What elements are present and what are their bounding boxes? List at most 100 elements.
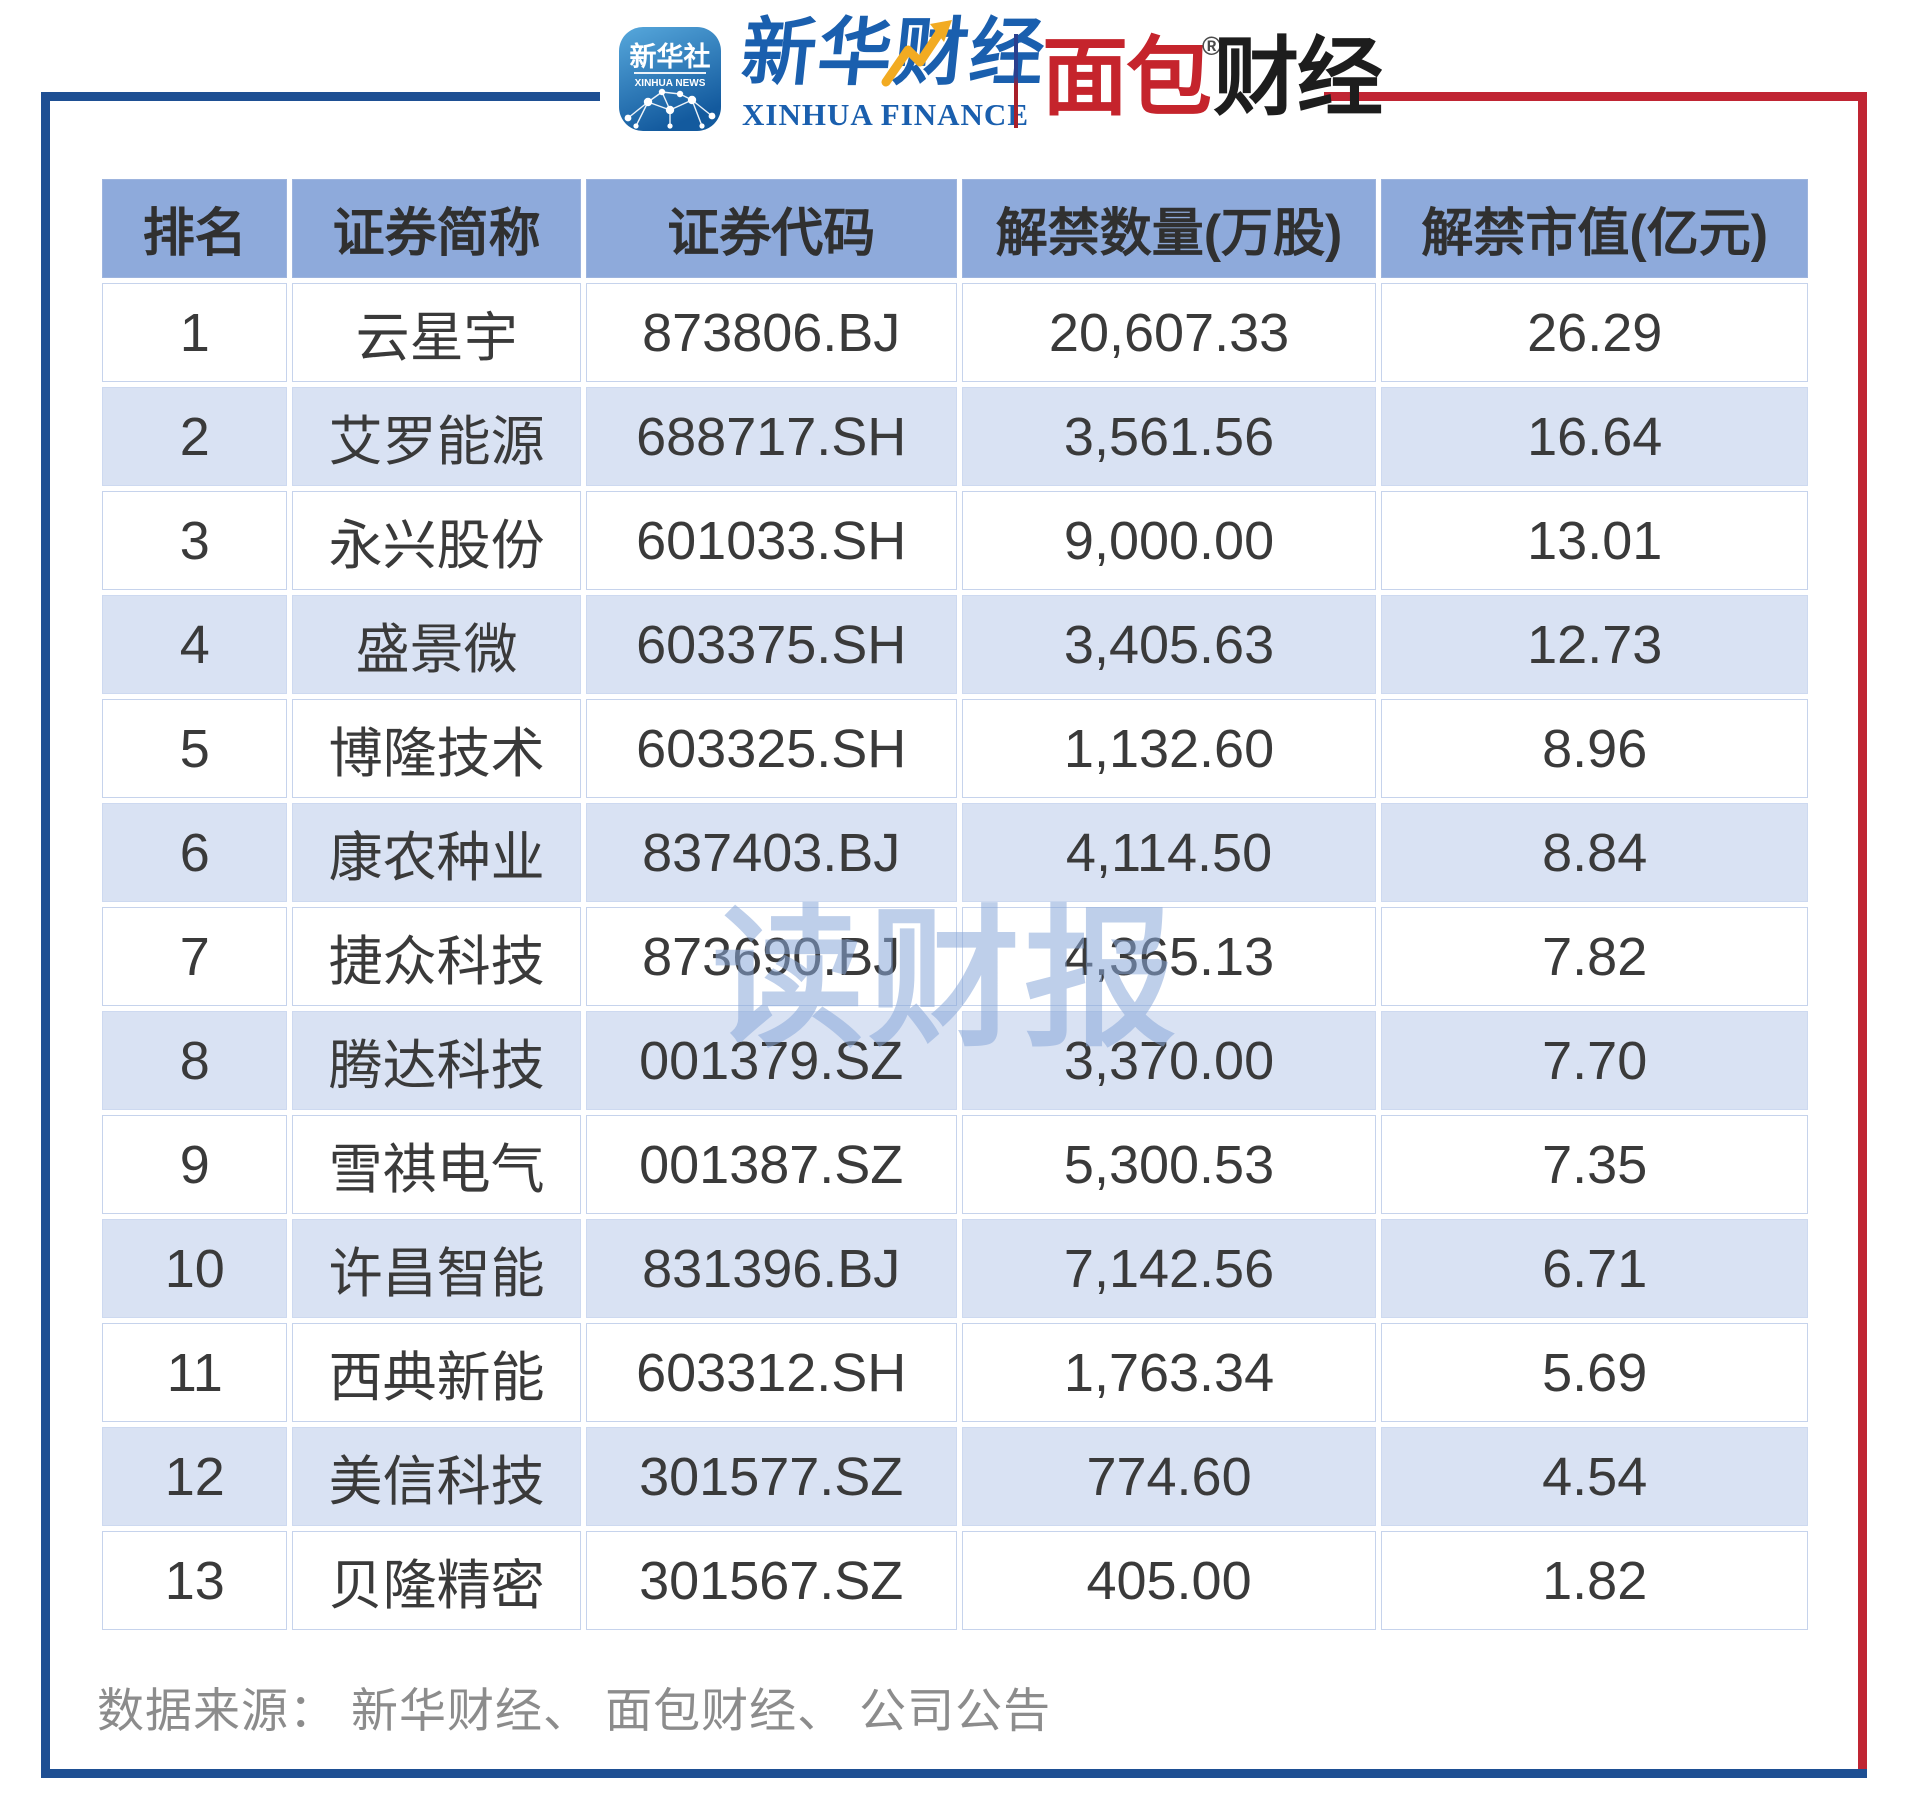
cell-code: 873690.BJ <box>585 907 957 1006</box>
cell-name: 贝隆精密 <box>292 1531 581 1630</box>
cell-rank: 4 <box>102 595 288 694</box>
cell-code: 688717.SH <box>585 387 957 486</box>
unlock-ranking-table: 排名 证券简称 证券代码 解禁数量(万股) 解禁市值(亿元) 1 云星宇 873806.BJ… <box>97 174 1813 1635</box>
cell-rank: 10 <box>102 1219 288 1318</box>
table-row: 3 永兴股份 601033.SH 9,000.00 13.01 <box>102 491 1808 590</box>
table-row: 4 盛景微 603375.SH 3,405.63 12.73 <box>102 595 1808 694</box>
cell-code: 603312.SH <box>585 1323 957 1422</box>
table-row: 2 艾罗能源 688717.SH 3,561.56 16.64 <box>102 387 1808 486</box>
cell-value: 6.71 <box>1381 1219 1808 1318</box>
table-row: 1 云星宇 873806.BJ 20,607.33 26.29 <box>102 283 1808 382</box>
column-header-3: 解禁数量(万股) <box>961 179 1377 278</box>
frame-right-border <box>1858 92 1867 1778</box>
cell-qty: 3,405.63 <box>961 595 1377 694</box>
column-header-4: 解禁市值(亿元) <box>1381 179 1808 278</box>
cell-qty: 1,763.34 <box>961 1323 1377 1422</box>
cell-qty: 4,114.50 <box>961 803 1377 902</box>
svg-text:新华社: 新华社 <box>630 41 711 72</box>
cell-code: 837403.BJ <box>585 803 957 902</box>
cell-name: 云星宇 <box>292 283 581 382</box>
cell-code: 873806.BJ <box>585 283 957 382</box>
table-row: 7 捷众科技 873690.BJ 4,365.13 7.82 <box>102 907 1808 1006</box>
cell-name: 永兴股份 <box>292 491 581 590</box>
logo-divider <box>1014 34 1018 128</box>
table-row: 6 康农种业 837403.BJ 4,114.50 8.84 <box>102 803 1808 902</box>
cell-name: 雪祺电气 <box>292 1115 581 1214</box>
cell-name: 腾达科技 <box>292 1011 581 1110</box>
table-row: 13 贝隆精密 301567.SZ 405.00 1.82 <box>102 1531 1808 1630</box>
cell-value: 1.82 <box>1381 1531 1808 1630</box>
cell-value: 5.69 <box>1381 1323 1808 1422</box>
cell-code: 603375.SH <box>585 595 957 694</box>
cell-name: 美信科技 <box>292 1427 581 1526</box>
cell-name: 艾罗能源 <box>292 387 581 486</box>
cell-qty: 3,370.00 <box>961 1011 1377 1110</box>
column-header-2: 证券代码 <box>585 179 957 278</box>
cell-qty: 1,132.60 <box>961 699 1377 798</box>
cell-code: 601033.SH <box>585 491 957 590</box>
cell-qty: 20,607.33 <box>961 283 1377 382</box>
cell-rank: 7 <box>102 907 288 1006</box>
cell-name: 许昌智能 <box>292 1219 581 1318</box>
column-header-0: 排名 <box>102 179 288 278</box>
unlock-ranking-table-wrap: 排名 证券简称 证券代码 解禁数量(万股) 解禁市值(亿元) 1 云星宇 873806.BJ… <box>97 174 1813 1635</box>
cell-name: 盛景微 <box>292 595 581 694</box>
data-source-note: 数据来源： 新华财经、 面包财经、 公司公告 <box>97 1684 1052 1737</box>
table-row: 5 博隆技术 603325.SH 1,132.60 8.96 <box>102 699 1808 798</box>
column-header-1: 证券简称 <box>292 179 581 278</box>
cell-value: 7.70 <box>1381 1011 1808 1110</box>
cell-value: 16.64 <box>1381 387 1808 486</box>
cell-value: 8.96 <box>1381 699 1808 798</box>
registered-trademark-icon: ® <box>1202 31 1221 61</box>
cell-rank: 11 <box>102 1323 288 1422</box>
table-row: 10 许昌智能 831396.BJ 7,142.56 6.71 <box>102 1219 1808 1318</box>
cell-value: 8.84 <box>1381 803 1808 902</box>
frame-left-border <box>41 92 50 1778</box>
frame-bottom-border <box>41 1769 1867 1778</box>
cell-rank: 2 <box>102 387 288 486</box>
xinhua-news-icon-graphic: 新华社 XINHUA NEWS <box>619 27 721 131</box>
cell-rank: 5 <box>102 699 288 798</box>
cell-code: 001387.SZ <box>585 1115 957 1214</box>
svg-text:XINHUA NEWS: XINHUA NEWS <box>635 78 706 89</box>
cell-value: 13.01 <box>1381 491 1808 590</box>
cell-rank: 12 <box>102 1427 288 1526</box>
cell-rank: 1 <box>102 283 288 382</box>
table-row: 8 腾达科技 001379.SZ 3,370.00 7.70 <box>102 1011 1808 1110</box>
cell-name: 博隆技术 <box>292 699 581 798</box>
table-row: 12 美信科技 301577.SZ 774.60 4.54 <box>102 1427 1808 1526</box>
cell-qty: 774.60 <box>961 1427 1377 1526</box>
cell-code: 603325.SH <box>585 699 957 798</box>
bread-finance-cn-red: 面包 <box>1042 30 1212 126</box>
table-header-row: 排名 证券简称 证券代码 解禁数量(万股) 解禁市值(亿元) <box>102 179 1808 278</box>
table-row: 9 雪祺电气 001387.SZ 5,300.53 7.35 <box>102 1115 1808 1214</box>
cell-value: 7.82 <box>1381 907 1808 1006</box>
cell-qty: 4,365.13 <box>961 907 1377 1006</box>
cell-name: 康农种业 <box>292 803 581 902</box>
cell-rank: 8 <box>102 1011 288 1110</box>
bread-finance-cn-black: 财经 <box>1213 30 1383 126</box>
xinhua-finance-en-text: XINHUA FINANCE <box>742 97 1029 133</box>
cell-rank: 3 <box>102 491 288 590</box>
cell-code: 301577.SZ <box>585 1427 957 1526</box>
frame-top-left-line <box>41 92 600 101</box>
table-row: 11 西典新能 603312.SH 1,763.34 5.69 <box>102 1323 1808 1422</box>
cell-code: 831396.BJ <box>585 1219 957 1318</box>
cell-value: 12.73 <box>1381 595 1808 694</box>
xinhua-news-app-icon: 新华社 XINHUA NEWS <box>618 26 722 132</box>
cell-name: 西典新能 <box>292 1323 581 1422</box>
cell-name: 捷众科技 <box>292 907 581 1006</box>
cell-qty: 9,000.00 <box>961 491 1377 590</box>
cell-rank: 9 <box>102 1115 288 1214</box>
cell-value: 4.54 <box>1381 1427 1808 1526</box>
cell-qty: 405.00 <box>961 1531 1377 1630</box>
finance-arrow-icon <box>881 20 952 87</box>
frame-top-right-line <box>1324 92 1867 101</box>
cell-code: 301567.SZ <box>585 1531 957 1630</box>
header-logo-strip: 新华社 XINHUA NEWS 新华财经 XINHUA FINANCE <box>0 0 1908 150</box>
cell-qty: 5,300.53 <box>961 1115 1377 1214</box>
xinhua-finance-logo: 新华财经 XINHUA FINANCE <box>738 13 1051 134</box>
cell-qty: 7,142.56 <box>961 1219 1377 1318</box>
cell-value: 26.29 <box>1381 283 1808 382</box>
cell-rank: 6 <box>102 803 288 902</box>
